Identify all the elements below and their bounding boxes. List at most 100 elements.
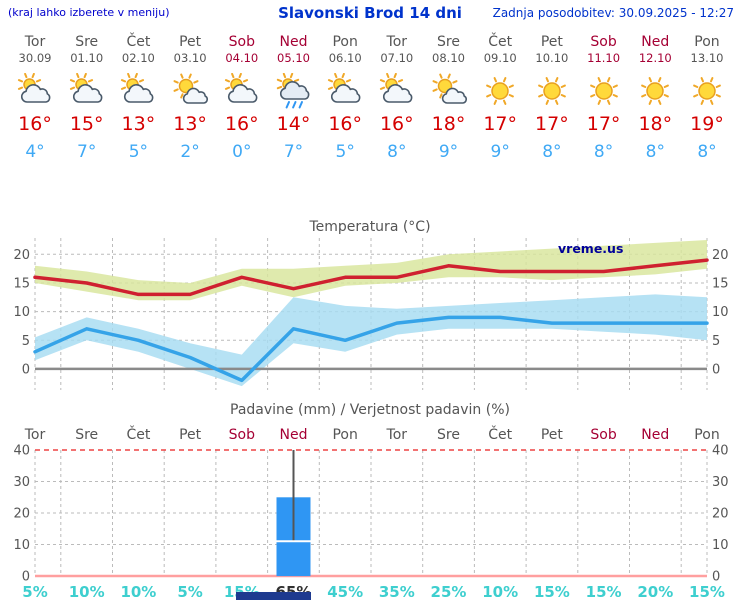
- sun-behind-cloud-icon: [315, 73, 375, 110]
- precip-probability-label: 10%: [482, 583, 519, 600]
- forecast-day-column: Tor 30.09 16° 4°: [5, 34, 65, 162]
- day-name: Pon: [332, 34, 358, 50]
- precip-day-label: Pon: [694, 427, 720, 443]
- y-axis-label: 20: [13, 507, 30, 522]
- forecast-day-column: Sob 11.10 17° 8°: [574, 34, 634, 162]
- precip-probability-label: 15%: [585, 583, 622, 600]
- day-date: 06.10: [328, 51, 362, 65]
- y-axis-label: 5: [22, 334, 30, 349]
- day-high-temp: 17°: [483, 113, 518, 135]
- y-axis-label: 30: [13, 475, 30, 490]
- rain-shower-icon: [264, 73, 324, 110]
- forecast-day-column: Pet 03.10 13° 2°: [160, 34, 220, 162]
- precip-probability-label: 5%: [177, 583, 203, 600]
- sun-with-small-cloud-icon: [419, 73, 479, 110]
- day-name: Čet: [126, 34, 151, 50]
- page-title: Slavonski Brod 14 dni: [278, 4, 462, 22]
- sun-icon: [574, 73, 634, 110]
- bottom-partial-element: [236, 592, 311, 600]
- forecast-day-column: Čet 02.10 13° 5°: [108, 34, 168, 162]
- day-high-temp: 14°: [276, 113, 311, 135]
- precip-probability-label: 5%: [22, 583, 48, 600]
- day-name: Sre: [437, 34, 460, 50]
- day-name: Sre: [75, 34, 99, 50]
- day-low-temp: 9°: [438, 142, 459, 162]
- day-high-temp: 13°: [173, 113, 207, 135]
- precipitation-chart-title: Padavine (mm) / Verjetnost padavin (%): [230, 402, 510, 418]
- day-low-temp: 7°: [283, 142, 304, 162]
- forecast-day-column: Ned 05.10 14° 7°: [264, 34, 324, 162]
- forecast-day-column: Pon 06.10 16° 5°: [315, 34, 375, 162]
- day-date: 13.10: [690, 51, 724, 65]
- precip-day-label: Sob: [228, 427, 255, 443]
- last-update: Zadnja posodobitev: 30.09.2025 - 12:27: [492, 6, 734, 20]
- sun-behind-cloud-icon: [367, 73, 427, 110]
- y-axis-label: 0: [712, 362, 720, 377]
- y-axis-label: 0: [712, 570, 720, 585]
- precip-probability-label: 35%: [378, 583, 415, 600]
- precip-day-label: Čet: [488, 427, 513, 443]
- precip-day-label: Sob: [590, 427, 617, 443]
- precipitation-chart: 0 0 10 10 20 20 30 30 40 40: [13, 444, 729, 585]
- y-axis-label: 40: [712, 444, 729, 459]
- day-high-temp: 15°: [69, 113, 104, 135]
- day-low-temp: 9°: [490, 142, 510, 162]
- day-high-temp: 13°: [121, 113, 156, 135]
- sun-behind-cloud-icon: [212, 73, 272, 110]
- day-high-temp: 17°: [535, 113, 569, 135]
- day-low-temp: 7°: [77, 142, 97, 162]
- precip-day-label: Čet: [126, 427, 151, 443]
- y-axis-label: 40: [13, 444, 30, 459]
- y-axis-label: 30: [712, 475, 729, 490]
- vreme-us-watermark[interactable]: vreme.us: [558, 241, 623, 256]
- y-axis-label: 20: [712, 507, 729, 522]
- y-axis-label: 20: [13, 248, 30, 263]
- precip-probability-label: 15%: [689, 583, 725, 600]
- min-temp-line: [33, 315, 709, 383]
- y-axis-label: 10: [712, 538, 729, 553]
- day-name: Pon: [694, 34, 720, 50]
- sun-icon: [625, 73, 685, 110]
- day-date: 30.09: [18, 51, 52, 65]
- sun-icon: [522, 73, 582, 110]
- day-date: 05.10: [277, 51, 310, 65]
- day-name: Ned: [641, 34, 670, 50]
- sun-behind-cloud-icon: [57, 73, 117, 110]
- precip-day-label: Pet: [540, 427, 563, 443]
- day-high-temp: 19°: [690, 113, 724, 135]
- precip-probability-label: 10%: [68, 583, 105, 600]
- day-low-temp: 5°: [128, 142, 149, 162]
- day-date: 10.10: [535, 51, 569, 65]
- y-axis-label: 0: [22, 570, 30, 585]
- precip-day-label: Ned: [641, 427, 670, 443]
- temperature-chart-title: Temperatura (°C): [309, 219, 431, 235]
- day-low-temp: 4°: [25, 142, 45, 162]
- day-date: 11.10: [587, 51, 621, 65]
- precip-day-label: Ned: [279, 427, 308, 443]
- day-date: 08.10: [432, 51, 465, 65]
- sun-with-small-cloud-icon: [160, 73, 220, 110]
- day-high-temp: 16°: [18, 113, 52, 135]
- precip-probability-label: 45%: [327, 583, 364, 600]
- max-temp-range: [35, 240, 707, 301]
- temperature-chart: 0 0 5 5 10 10 15 15 20 20 vreme.us: [13, 238, 729, 390]
- day-date: 01.10: [70, 51, 104, 65]
- precip-probability-label: 20%: [637, 583, 674, 600]
- y-axis-label: 5: [712, 334, 720, 349]
- precip-probability-label: 15%: [533, 583, 570, 600]
- forecast-day-column: Pet 10.10 17° 8°: [522, 34, 582, 162]
- precip-probability-label: 10%: [120, 583, 157, 600]
- day-name: Tor: [24, 34, 46, 50]
- precip-day-label: Sre: [75, 427, 99, 443]
- y-axis-label: 0: [22, 362, 30, 377]
- y-axis-label: 15: [712, 277, 729, 292]
- day-low-temp: 8°: [542, 142, 562, 162]
- precip-day-label: Pon: [332, 427, 358, 443]
- sun-behind-cloud-icon: [5, 73, 65, 110]
- day-date: 04.10: [225, 51, 259, 65]
- day-name: Čet: [488, 34, 513, 50]
- forecast-day-column: Ned 12.10 18° 8°: [625, 34, 685, 162]
- day-date: 07.10: [380, 51, 414, 65]
- day-low-temp: 2°: [180, 142, 200, 162]
